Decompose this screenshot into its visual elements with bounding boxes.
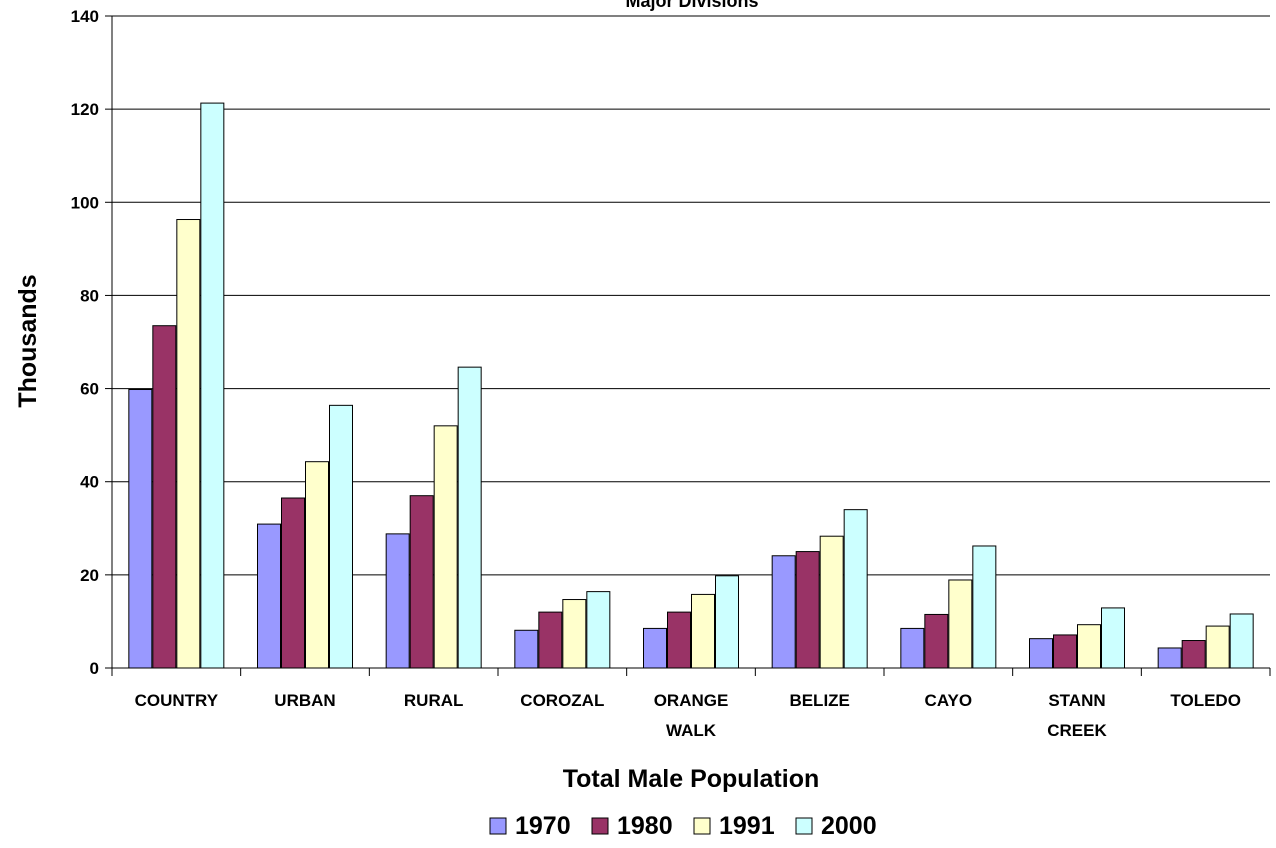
- bar-1980-toledo: [1181, 640, 1206, 669]
- category-label-line: URBAN: [274, 691, 335, 710]
- category-label-line: STANN: [1048, 691, 1105, 710]
- y-tick-label: 0: [90, 659, 99, 678]
- bar-2000-corozal: [586, 591, 611, 669]
- bar-1991-rural: [433, 425, 458, 669]
- category-label-line: RURAL: [404, 691, 464, 710]
- axes: [111, 16, 1271, 676]
- bar-1980-corozal: [538, 611, 563, 669]
- bar-2000-rural: [457, 366, 482, 669]
- category-label: ORANGE WALK: [654, 691, 729, 740]
- category-label: TOLEDO: [1170, 691, 1241, 710]
- legend-swatch-1970: [489, 817, 507, 835]
- bar-2000-urban: [329, 404, 353, 669]
- category-label: COROZAL: [520, 691, 604, 710]
- category-label: BELIZE: [789, 691, 849, 710]
- y-axis-title: Thousands: [14, 274, 42, 407]
- bar-1970-urban: [257, 523, 281, 669]
- y-tick-label: 140: [71, 7, 99, 26]
- bar-1991-belize: [819, 535, 844, 669]
- legend-swatch-1980: [591, 817, 609, 835]
- chart-title: Major Divisions: [625, 0, 758, 11]
- y-tick-label: 60: [80, 380, 99, 399]
- category-label-line: COROZAL: [520, 691, 604, 710]
- bar-1970-country: [128, 389, 153, 669]
- y-tick-label: 100: [71, 193, 99, 212]
- category-label-line: CAYO: [925, 691, 973, 710]
- legend-swatch-1991: [693, 817, 711, 835]
- bar-1991-urban: [305, 461, 329, 669]
- x-axis-title: Total Male Population: [563, 765, 819, 793]
- y-tick-label: 20: [80, 566, 99, 585]
- category-label-line: COUNTRY: [135, 691, 219, 710]
- bar-1991-cayo: [948, 579, 973, 669]
- bar-2000-toledo: [1229, 613, 1254, 669]
- category-label: COUNTRY: [135, 691, 219, 710]
- bar-1970-cayo: [900, 627, 925, 669]
- gridlines: [112, 15, 1270, 576]
- bar-1980-cayo: [924, 613, 949, 669]
- bar-2000-belize: [843, 509, 868, 669]
- bar-1991-country: [176, 219, 201, 669]
- bar-2000-country: [200, 102, 225, 669]
- category-label: RURAL: [404, 691, 464, 710]
- category-label-line: TOLEDO: [1170, 691, 1241, 710]
- bar-1991-toledo: [1205, 625, 1230, 669]
- bar-1970-stann-creek: [1029, 638, 1053, 669]
- bar-1980-urban: [281, 497, 305, 669]
- category-labels: COUNTRY URBAN RURAL COROZAL ORANGE WALK BELIZE…: [135, 691, 1241, 740]
- category-label: CAYO: [925, 691, 973, 710]
- bar-1991-corozal: [562, 599, 587, 669]
- category-label: STANN CREEK: [1047, 691, 1107, 740]
- y-tick-label: 40: [80, 473, 99, 492]
- bars: [128, 102, 1254, 669]
- bar-2000-orange-walk: [715, 575, 739, 669]
- bar-2000-cayo: [972, 545, 997, 669]
- y-tick-label: 80: [80, 286, 99, 305]
- bar-1970-rural: [385, 533, 410, 669]
- bar-1970-toledo: [1157, 647, 1182, 669]
- bar-1970-orange-walk: [643, 627, 667, 669]
- category-label-line: ORANGE: [654, 691, 729, 710]
- category-label-line: WALK: [666, 721, 717, 740]
- legend-label-2000: 2000: [821, 812, 877, 840]
- bar-1980-orange-walk: [667, 611, 691, 669]
- bar-1970-corozal: [514, 629, 539, 669]
- y-tick-label: 120: [71, 100, 99, 119]
- legend-swatch-2000: [795, 817, 813, 835]
- legend-label-1991: 1991: [719, 812, 775, 840]
- bar-1980-rural: [409, 495, 434, 669]
- category-label-line: BELIZE: [789, 691, 849, 710]
- category-label: URBAN: [274, 691, 335, 710]
- bar-1980-belize: [795, 551, 820, 669]
- bar-1970-belize: [771, 555, 796, 669]
- category-label-line: CREEK: [1047, 721, 1107, 740]
- y-tick-labels: 0 20 40 60 80 100 120 140: [71, 7, 112, 678]
- bar-1980-stann-creek: [1053, 634, 1077, 669]
- legend-label-1980: 1980: [617, 812, 673, 840]
- bar-2000-stann-creek: [1101, 607, 1125, 669]
- legend-label-1970: 1970: [515, 812, 571, 840]
- legend: 1970 1980 1991 2000: [489, 812, 877, 840]
- bar-1980-country: [152, 325, 177, 669]
- bar-1991-orange-walk: [691, 593, 715, 669]
- bar-1991-stann-creek: [1077, 624, 1101, 669]
